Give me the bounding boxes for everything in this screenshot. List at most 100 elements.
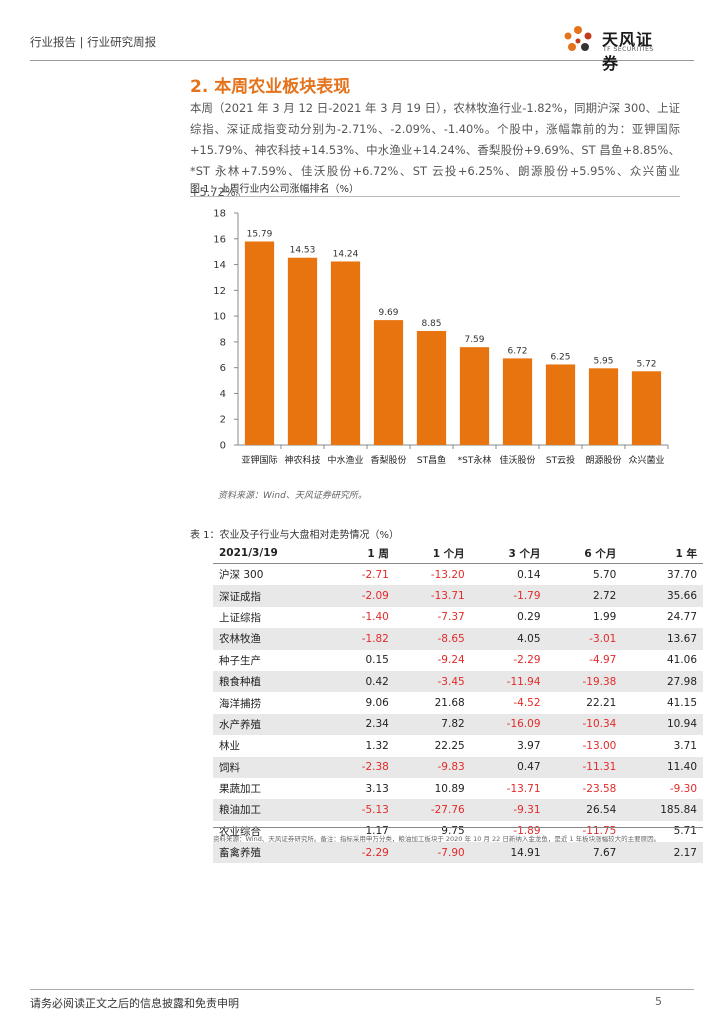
table-source: 资料来源：Wind、天风证券研究所。备注：指标采用申万分类，粮油加工板块于 20… [213,835,661,843]
cell-value: 9.75 [441,825,465,838]
cell-value: 0.47 [470,756,547,778]
row-label: 饲料 [213,756,331,778]
x-tick-label: 亚钾国际 [241,454,277,466]
cell-value: -3.45 [394,670,471,693]
cell-value: 37.70 [666,568,697,581]
cell-value: 22.21 [586,697,617,710]
table-header-period: 1 个月 [394,543,471,564]
cell-value: 13.67 [622,628,703,650]
cell-value: -11.31 [546,756,623,778]
bar [373,320,404,445]
cell-value: -9.83 [394,756,471,778]
cell-value: -2.29 [513,654,541,667]
bar [330,261,361,445]
cell-value: -5.13 [330,799,395,821]
cell-value: -11.94 [470,670,547,693]
x-tick-label: ST昌鱼 [417,454,446,466]
table-row: 沪深 300 -2.71 -13.20 0.14 5.70 37.70 [213,564,703,586]
y-tick-label: 4 [220,389,226,400]
row-label: 粮食种植 [213,670,331,693]
cell-value: 7.82 [394,713,471,736]
table-row: 林业 1.32 22.25 3.97 -13.00 3.71 [213,735,703,756]
cell-value: -9.30 [669,782,697,795]
cell-value: -7.90 [394,842,471,864]
x-tick-label: 中水渔业 [327,454,363,466]
bar [287,257,318,445]
cell-value: 1.32 [365,739,389,752]
cell-value: 21.68 [434,697,465,710]
table-row: 上证综指 -1.40 -7.37 0.29 1.99 24.77 [213,607,703,628]
y-tick-label: 18 [213,209,226,220]
brand-logo: 天风证券 TF SECURITIES [558,22,668,73]
table-title: 表 1：农业及子行业与大盘相对走势情况（%） [190,530,400,541]
row-label: 果蔬加工 [219,783,261,796]
table-row: 种子生产 0.15 -9.24 -2.29 -4.97 41.06 [213,650,703,671]
x-tick-label: 朗源股份 [585,454,621,466]
bar-chart: 0 2 4 6 8 10 12 14 16 18 15.79 亚钾国际 14.53 神农科技 14.24 中水… [190,196,680,482]
cell-value: -13.71 [394,585,471,607]
table-row: 果蔬加工 3.13 10.89 -13.71 -23.58 -9.30 [213,778,703,799]
cell-value: -7.37 [437,611,465,624]
data-label: 8.85 [421,319,441,329]
cell-value: -23.58 [582,782,617,795]
y-tick-label: 14 [213,260,226,271]
data-label: 9.69 [378,308,398,318]
data-label: 5.95 [593,356,613,366]
bar [502,358,533,445]
cell-value: 3.13 [365,782,389,795]
cell-value: 10.89 [434,782,465,795]
cell-value: -2.38 [330,756,395,778]
cell-value: 1.99 [592,611,617,624]
cell-value: -1.79 [470,585,547,607]
data-label: 15.79 [247,229,273,239]
cell-value: 9.06 [365,697,389,710]
row-label: 水产养殖 [213,713,331,736]
chart-svg: 0 2 4 6 8 10 12 14 16 18 15.79 亚钾国际 14.53 神农科技 14.24 中水… [213,209,669,466]
cell-value: -13.00 [582,739,617,752]
brand-subtitle: TF SECURITIES [603,46,654,53]
cell-value: 24.77 [666,611,697,624]
bar [588,368,619,445]
cell-value: -8.65 [394,628,471,650]
cell-value: -2.29 [330,842,395,864]
table-row: 水产养殖 2.34 7.82 -16.09 -10.34 10.94 [213,713,703,736]
x-tick-label: 香梨股份 [370,454,406,466]
cell-value: 5.71 [673,825,697,838]
footer-disclaimer: 请务必阅读正文之后的信息披露和免责申明 [30,997,239,1010]
y-tick-label: 0 [220,441,226,452]
y-tick-label: 10 [213,312,226,323]
x-tick-label: 佳沃股份 [499,454,535,466]
table-row: 粮油加工 -5.13 -27.76 -9.31 26.54 185.84 [213,799,703,821]
cell-value: -4.52 [513,697,541,710]
cell-value: -1.89 [513,825,541,838]
cell-value: -4.97 [589,654,617,667]
footer-divider [30,989,694,990]
cell-value: 185.84 [622,799,703,821]
data-label: 14.24 [333,249,359,259]
cell-value: -3.01 [546,628,623,650]
table-header-period: 6 个月 [546,543,623,564]
cell-value: 2.34 [330,713,395,736]
cell-value: 14.91 [470,842,547,864]
section-paragraph: 本周（2021 年 3 月 12 日-2021 年 3 月 19 日），农林牧渔… [190,101,680,199]
cell-value: -1.82 [330,628,395,650]
cell-value: 1.17 [365,825,389,838]
bar [459,347,490,445]
cell-value: -10.34 [546,713,623,736]
data-label: 7.59 [464,335,484,345]
figure-source: 资料来源：Wind、天风证券研究所。 [218,491,367,501]
cell-value: 2.17 [622,842,703,864]
y-tick-label: 16 [213,234,226,245]
report-category: 行业报告 | 行业研究周报 [30,35,157,49]
brand-name: 天风证券 [602,30,654,73]
data-label: 6.72 [507,346,527,356]
row-label: 畜禽养殖 [213,842,331,864]
table-header-period: 1 年 [622,543,703,564]
cell-value: 4.05 [470,628,547,650]
section-title: 2. 本周农业板块表现 [190,77,351,97]
cell-value: -13.20 [430,568,465,581]
row-label: 粮油加工 [213,799,331,821]
table-header-period: 3 个月 [470,543,547,564]
table-row: 深证成指 -2.09 -13.71 -1.79 2.72 35.66 [213,585,703,607]
